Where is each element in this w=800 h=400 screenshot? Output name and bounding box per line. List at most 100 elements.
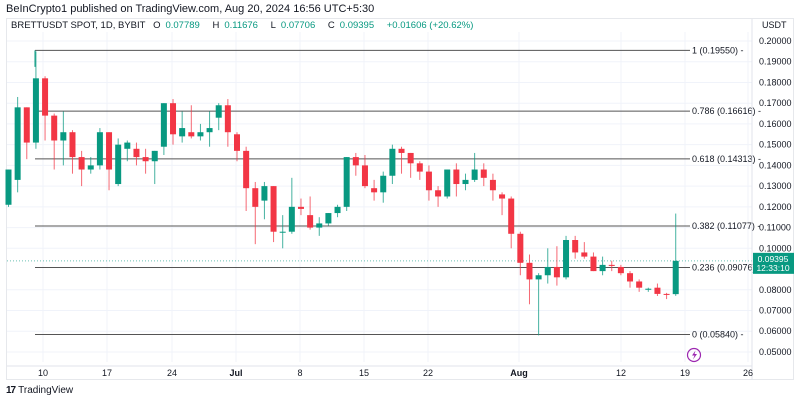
candle — [288, 206, 295, 232]
candle — [480, 169, 487, 178]
candle — [672, 260, 679, 295]
candle — [334, 206, 341, 214]
candle — [60, 132, 67, 141]
candle — [654, 287, 661, 294]
price-tick: 0.18000 — [759, 77, 792, 87]
symbol-label: BRETTUSDT SPOT, 1D, BYBIT — [11, 20, 146, 31]
candle — [343, 157, 350, 207]
date-tick: Aug — [510, 368, 528, 378]
candle — [371, 188, 378, 193]
time-axis[interactable]: 10 17 24 Jul 8 15 22 Aug 12 19 26 — [7, 365, 753, 378]
candles — [5, 51, 679, 336]
fib-label: 0.382 (0.11077) - — [692, 221, 760, 231]
lightning-icon[interactable] — [686, 347, 702, 363]
candle — [252, 188, 259, 207]
date-tick: 17 — [102, 368, 112, 378]
candle — [444, 169, 451, 197]
candle — [544, 266, 551, 276]
change-value: +0.01606 (+20.62%) — [386, 20, 474, 31]
publisher-line: BeInCrypto1 published on TradingView.com… — [6, 3, 375, 15]
ohlc-legend: BRETTUSDT SPOT, 1D, BYBIT O 0.07789 H 0.11… — [11, 20, 478, 31]
price-tick: 0.05000 — [759, 347, 792, 357]
candle — [553, 266, 560, 278]
open-value: O 0.07789 — [153, 20, 200, 31]
date-tick: 8 — [297, 368, 302, 378]
svg-text:12:33:10: 12:33:10 — [756, 263, 789, 273]
fib-label: 0 (0.05840) - — [692, 330, 744, 340]
candle — [14, 107, 21, 180]
candle — [160, 103, 167, 147]
candle — [581, 252, 588, 257]
candle — [508, 198, 515, 234]
candle — [590, 256, 597, 272]
candle — [389, 148, 396, 176]
candle — [206, 128, 213, 133]
candle — [96, 132, 103, 166]
candle — [5, 169, 12, 205]
candle — [234, 134, 240, 151]
candle — [224, 105, 231, 133]
candle — [471, 169, 478, 180]
candle — [215, 105, 222, 118]
candle — [663, 293, 670, 295]
price-tick: 0.06000 — [759, 326, 792, 336]
date-tick: 12 — [616, 368, 626, 378]
price-axis[interactable]: USDT 0.20000 0.19000 0.18000 0.17000 0.16000 0… — [751, 19, 794, 380]
candle — [179, 128, 186, 137]
close-value: C 0.09395 — [327, 20, 375, 31]
date-tick: Jul — [229, 368, 242, 378]
candle — [316, 223, 323, 228]
candle — [636, 281, 643, 288]
date-tick: 10 — [38, 368, 48, 378]
candle — [51, 115, 58, 141]
tradingview-logo-icon: 17 — [6, 385, 16, 396]
candle — [69, 132, 76, 158]
candle — [106, 132, 113, 170]
candle — [361, 165, 368, 187]
candle — [197, 132, 204, 137]
candle — [617, 266, 624, 274]
low-value: L 0.07706 — [270, 20, 316, 31]
date-tick: 24 — [167, 368, 177, 378]
candle — [645, 288, 652, 290]
footer-brand: 17 TradingView — [6, 385, 73, 396]
candle — [462, 179, 469, 185]
candle — [416, 163, 423, 172]
candle — [453, 169, 460, 185]
candle — [572, 240, 579, 253]
candle — [151, 150, 158, 162]
price-tick: 0.07000 — [759, 305, 792, 315]
candle — [325, 213, 332, 224]
fib-label: 1 (0.19550) - — [692, 45, 744, 55]
candle — [279, 231, 286, 233]
candle — [435, 190, 442, 197]
candle — [398, 148, 405, 153]
price-tick: 0.14000 — [759, 160, 792, 170]
currency-label: USDT — [762, 20, 787, 30]
candle — [297, 206, 304, 209]
candle — [517, 233, 524, 263]
candle — [608, 264, 615, 266]
date-tick: 26 — [743, 368, 753, 378]
candle — [23, 107, 30, 143]
fib-label: 0.618 (0.14313) - — [692, 154, 761, 164]
candle — [188, 132, 195, 137]
candle — [243, 150, 250, 189]
candle — [170, 103, 177, 135]
candle — [352, 157, 359, 166]
price-tick: 0.15000 — [759, 140, 792, 150]
brand-label: TradingView — [18, 385, 74, 396]
date-tick: 19 — [680, 368, 690, 378]
candle — [32, 78, 39, 143]
candle — [307, 215, 314, 228]
candle — [425, 171, 432, 191]
candle — [407, 152, 414, 164]
date-tick: 15 — [359, 368, 369, 378]
date-tick: 22 — [423, 368, 433, 378]
fib-label: 0.786 (0.16616) - — [692, 106, 761, 116]
price-tick: 0.08000 — [759, 285, 792, 295]
candle — [115, 144, 122, 185]
price-tick: 0.20000 — [759, 36, 792, 46]
